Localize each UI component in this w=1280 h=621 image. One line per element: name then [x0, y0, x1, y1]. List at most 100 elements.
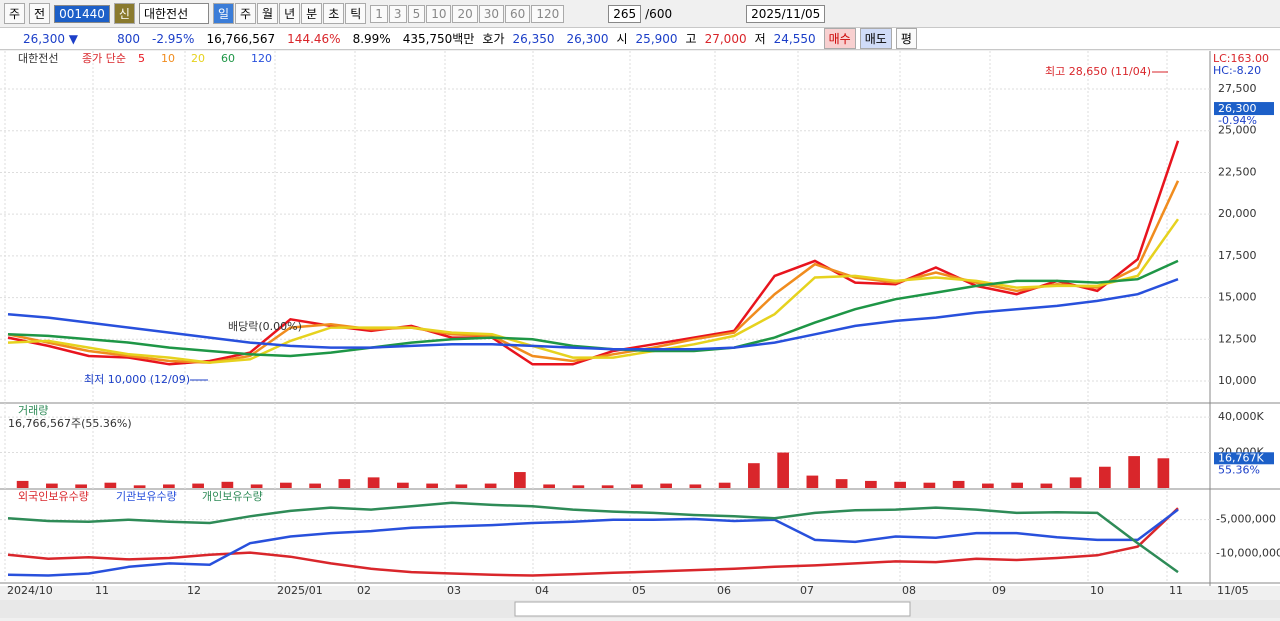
price: 26,300 ▼	[22, 31, 78, 46]
legend-title: 종가 단순	[82, 52, 126, 65]
volume-bar	[601, 485, 614, 488]
x-tick-label: 07	[800, 584, 814, 597]
last-volume-ratio: 55.36%	[1218, 463, 1260, 476]
series-line	[7, 507, 1179, 577]
interval-button[interactable]: 5	[407, 4, 426, 23]
volume: 16,766,567	[206, 31, 276, 46]
y-tick-label: -10,000,000	[1216, 546, 1280, 559]
open: 25,900	[635, 31, 678, 46]
bid: 26,300	[566, 31, 609, 46]
y-tick-label: 17,500	[1218, 249, 1257, 262]
legend-entry: 60	[221, 52, 235, 65]
interval-button[interactable]: 20	[452, 4, 478, 23]
stock-label: 대한전선	[18, 52, 58, 65]
x-tick-label: 02	[357, 584, 371, 597]
period-button[interactable]: 분	[301, 3, 323, 24]
x-tick-label: 09	[992, 584, 1006, 597]
market-select[interactable]: 주	[4, 3, 26, 24]
interval-button[interactable]: 10	[426, 4, 452, 23]
volume-bar	[835, 479, 848, 488]
volume-bar	[1011, 482, 1023, 488]
y-tick-label: 20,000	[1218, 207, 1257, 220]
sell-button[interactable]: 매도	[859, 28, 892, 49]
legend-entry: 120	[251, 52, 272, 65]
last-volume-label: 16,767K	[1218, 451, 1264, 464]
open-label: 시	[616, 32, 628, 46]
amount: 435,750백만	[402, 32, 475, 46]
y-tick-label: 27,500	[1218, 82, 1257, 95]
x-tick-label: 2025/01	[277, 584, 323, 597]
volume-bar	[1069, 477, 1082, 488]
legend-entry: 20	[191, 52, 205, 65]
legend-entry: 개인보유수량	[202, 490, 263, 503]
volume-bar	[75, 484, 87, 488]
period-button[interactable]: 년	[279, 3, 301, 24]
volume-bar	[514, 472, 526, 488]
volume-bar	[982, 483, 994, 488]
volume-bar	[280, 482, 292, 488]
x-tick-label: 11/05	[1217, 584, 1249, 597]
x-tick-label: 06	[717, 584, 731, 597]
volume-bar	[923, 482, 936, 488]
interval-button[interactable]: 3	[388, 4, 407, 23]
x-tick-label: 03	[447, 584, 461, 597]
turnover: 8.99%	[352, 31, 391, 46]
ask: 26,350	[512, 31, 555, 46]
period-button[interactable]: 주	[235, 3, 257, 24]
stock-name: 대한전선	[138, 3, 209, 24]
prev-button[interactable]: 전	[29, 3, 51, 24]
volume-bar	[631, 484, 643, 488]
count-input[interactable]: 265	[608, 4, 642, 23]
interval-group: 1 3 5 10 20 30 60 120	[370, 4, 565, 23]
y-tick-label: 22,500	[1218, 165, 1257, 178]
buy-button[interactable]: 매수	[823, 28, 856, 49]
volume-bar	[718, 482, 731, 488]
volume-bar	[777, 452, 789, 488]
x-tick-label: 05	[632, 584, 646, 597]
x-tick-label: 11	[95, 584, 109, 597]
volume-bar	[806, 475, 819, 488]
date-input[interactable]: 2025/11/05	[746, 4, 826, 23]
scroll-thumb[interactable]	[514, 601, 911, 617]
volume-title: 거래량	[18, 404, 48, 417]
period-button[interactable]: 초	[323, 3, 345, 24]
interval-button[interactable]: 120	[531, 4, 565, 23]
y-tick-label: 15,000	[1218, 291, 1257, 304]
period-button[interactable]: 월	[257, 3, 279, 24]
interval-button[interactable]: 1	[370, 4, 388, 23]
legend-entry: 외국인보유수량	[18, 490, 89, 503]
low: 24,550	[773, 31, 816, 46]
legend-entry: 5	[138, 52, 145, 65]
volume-bar	[367, 477, 380, 488]
volume-bar	[250, 484, 263, 488]
volume-bar	[1099, 466, 1111, 488]
last-volume-box	[1214, 452, 1274, 465]
period-button[interactable]: 틱	[345, 3, 367, 24]
x-tick-label: 2024/10	[7, 584, 53, 597]
quote-bar: 26,300 ▼ 800 -2.95% 16,766,567 144.46% 8…	[0, 28, 1280, 50]
x-tick-label: 11	[1169, 584, 1183, 597]
legend-entry: 10	[161, 52, 175, 65]
interval-button[interactable]: 60	[505, 4, 531, 23]
last-change-label: -0.94%	[1218, 114, 1257, 127]
code-input[interactable]: 001440	[54, 4, 110, 23]
interval-button[interactable]: 30	[478, 4, 505, 23]
y-tick-label: 25,000	[1218, 124, 1257, 137]
y-tick-label: -5,000,000	[1216, 513, 1276, 526]
new-badge: 신	[113, 3, 135, 24]
series-line	[7, 508, 1179, 577]
volume-bar	[572, 485, 585, 488]
volume-bar	[338, 479, 351, 488]
high-label: 고	[685, 32, 697, 46]
volume-bar	[163, 484, 175, 488]
volume-bar	[894, 481, 906, 488]
lc-label: LC:163.00	[1213, 52, 1269, 65]
avg-button[interactable]: 평	[895, 28, 917, 49]
high: 27,000	[704, 31, 747, 46]
series-line	[7, 501, 1179, 574]
period-button[interactable]: 일	[212, 3, 234, 24]
volume-bar	[397, 482, 409, 488]
